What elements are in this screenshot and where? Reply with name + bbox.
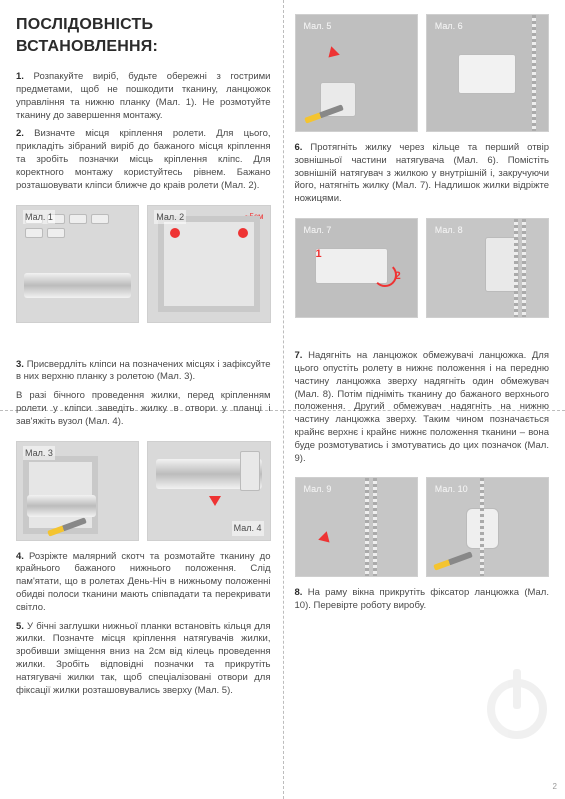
- step-2: 2. Визначте місця кріплення ролети. Для …: [16, 128, 271, 192]
- figure-3-label: Мал. 3: [23, 446, 55, 460]
- step-2-text: Визначте місця кріплення ролети. Для цьо…: [16, 128, 271, 190]
- figure-row-5-6: Мал. 5 Мал. 5 Мал. 6 Мал. 6: [295, 14, 550, 132]
- step-8-text: На раму вікна прикрутіть фіксатор ланцюж…: [295, 587, 550, 611]
- figure-4: Мал. 4: [147, 441, 270, 541]
- step-3b: В разі бічного проведення жилки, перед к…: [16, 390, 271, 428]
- red-mark-icon: [238, 228, 248, 238]
- chain-icon: [532, 15, 536, 131]
- figure-8: Мал. 8 Мал. 8: [426, 218, 549, 318]
- figure-5: Мал. 5 Мал. 5: [295, 14, 418, 132]
- step-7-text: Надягніть на ланцюжок обмежувачі ланцюжк…: [295, 350, 550, 464]
- parts-illustration: [25, 214, 130, 314]
- figure-7-label-overlay: Мал. 7: [302, 223, 334, 237]
- step-6: 6. Протягніть жилку через кільце та перш…: [295, 142, 550, 206]
- figure-9-label-overlay: Мал. 9: [302, 482, 334, 496]
- figure-row-1-2: Мал. 1 Мал. 2 ~5см: [16, 205, 271, 323]
- tensioner-icon: [458, 54, 516, 93]
- chain-icon: [480, 478, 484, 576]
- step-1-num: 1.: [16, 71, 24, 82]
- figure-4-label: Мал. 4: [232, 521, 264, 535]
- red-arrow-icon: [209, 496, 221, 506]
- figure-3: Мал. 3: [16, 441, 139, 541]
- step-4-text: Розріжте малярний скотч та розмотайте тк…: [16, 551, 271, 613]
- red-number-1: 1: [316, 247, 322, 262]
- step-2-num: 2.: [16, 128, 24, 139]
- chain-icon: [522, 219, 526, 317]
- figure-1-label: Мал. 1: [23, 210, 55, 224]
- figure-9: Мал. 9 Мал. 9: [295, 477, 418, 577]
- roller-tube-icon: [27, 495, 96, 517]
- figure-10: Мал. 10 Мал. 10: [426, 477, 549, 577]
- instruction-page: ПОСЛІДОВНІСТЬ ВСТАНОВЛЕННЯ: 1. Розпакуйт…: [0, 0, 565, 799]
- red-curve-arrow-icon: [373, 263, 397, 287]
- figure-row-3-4: Мал. 3 Мал. 4: [16, 441, 271, 541]
- figure-5-label-overlay: Мал. 5: [302, 19, 334, 33]
- step-5: 5. У бічні заглушки нижньої планки встан…: [16, 621, 271, 698]
- step-3-text: Присвердліть кліпси на позначених місцях…: [16, 359, 271, 383]
- step-5-text: У бічні заглушки нижньої планки встанові…: [16, 621, 271, 696]
- figure-row-7-8: Мал. 7 1 2 Мал. 7 Мал. 8 Мал. 8: [295, 218, 550, 318]
- step-5-num: 5.: [16, 621, 24, 632]
- bracket-icon: [240, 451, 259, 490]
- step-1-text: Розпакуйте виріб, будьте обережні з гост…: [16, 71, 271, 120]
- page-number: 2: [553, 782, 557, 793]
- figure-7: Мал. 7 1 2 Мал. 7: [295, 218, 418, 318]
- step-4: 4. Розріжте малярний скотч та розмотайте…: [16, 551, 271, 615]
- chain-icon: [365, 478, 369, 576]
- left-column: ПОСЛІДОВНІСТЬ ВСТАНОВЛЕННЯ: 1. Розпакуйт…: [0, 0, 283, 799]
- step-4-num: 4.: [16, 551, 24, 562]
- figure-6: Мал. 6 Мал. 6: [426, 14, 549, 132]
- right-column: Мал. 5 Мал. 5 Мал. 6 Мал. 6 6. Протягніт…: [283, 0, 565, 799]
- figure-10-label-overlay: Мал. 10: [433, 482, 470, 496]
- figure-6-label-overlay: Мал. 6: [433, 19, 465, 33]
- step-7: 7. Надягніть на ланцюжок обмежувачі ланц…: [295, 350, 550, 465]
- step-1: 1. Розпакуйте виріб, будьте обережні з г…: [16, 71, 271, 122]
- page-title: ПОСЛІДОВНІСТЬ ВСТАНОВЛЕННЯ:: [16, 14, 271, 57]
- chain-icon: [373, 478, 377, 576]
- step-6-text: Протягніть жилку через кільце та перший …: [295, 142, 550, 204]
- figure-8-label-overlay: Мал. 8: [433, 223, 465, 237]
- figure-1: Мал. 1: [16, 205, 139, 323]
- roller-tube-icon: [24, 273, 131, 299]
- step-3-num: 3.: [16, 359, 24, 370]
- watermark-icon: [487, 679, 547, 739]
- step-8: 8. На раму вікна прикрутіть фіксатор лан…: [295, 587, 550, 613]
- figure-2: Мал. 2 ~5см: [147, 205, 270, 323]
- step-3: 3. Присвердліть кліпси на позначених міс…: [16, 359, 271, 385]
- red-mark-icon: [170, 228, 180, 238]
- chain-icon: [514, 219, 518, 317]
- figure-2-label: Мал. 2: [154, 210, 186, 224]
- figure-row-9-10: Мал. 9 Мал. 9 Мал. 10 Мал. 10: [295, 477, 550, 577]
